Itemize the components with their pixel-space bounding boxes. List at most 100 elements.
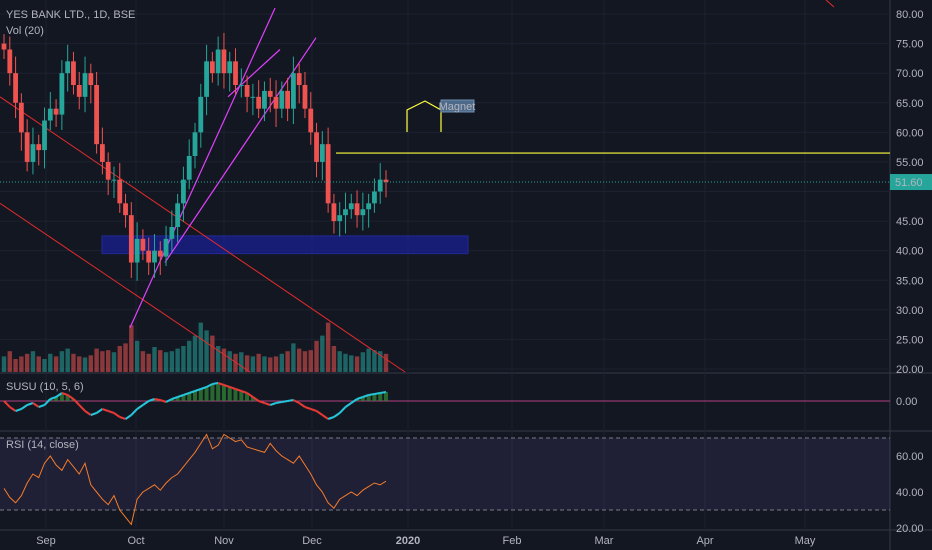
susu-line-segment	[206, 383, 213, 388]
susu-line-segment	[338, 406, 347, 414]
susu-histogram-bar	[210, 384, 215, 401]
time-tick-label: Sep	[36, 535, 56, 547]
volume-legend[interactable]: Vol (20)	[6, 25, 44, 37]
susu-line-segment	[321, 414, 329, 420]
time-tick-label: Oct	[127, 535, 144, 547]
susu-line-segment	[212, 382, 219, 385]
price-tick-label: 40.00	[896, 246, 924, 258]
candle-body	[273, 96, 279, 109]
volume-bar	[372, 350, 377, 372]
susu-histogram-bar	[366, 395, 371, 401]
volume-bar	[302, 351, 308, 372]
susu-histogram-bar	[221, 385, 226, 401]
volume-bar	[169, 351, 175, 372]
susu-line-segment	[154, 398, 161, 401]
volume-bar	[134, 340, 140, 372]
susu-histogram-bar	[233, 389, 238, 401]
susu-line-segment	[315, 410, 323, 416]
susu-histogram-bar	[378, 393, 383, 401]
susu-line-segment	[327, 416, 335, 420]
volume-bar	[1, 356, 7, 372]
susu-line-segment	[26, 402, 34, 406]
susu-line-segment	[194, 388, 202, 392]
susu-line-segment	[102, 408, 109, 412]
susu-line-segment	[292, 399, 300, 404]
volume-bar	[100, 351, 105, 372]
susu-line-segment	[113, 412, 121, 418]
volume-bar	[152, 347, 157, 372]
susu-line-segment	[107, 410, 115, 414]
symbol-legend[interactable]: YES BANK LTD., 1D, BSE	[6, 9, 136, 21]
susu-histogram-bar	[59, 393, 64, 401]
susu-line-segment	[84, 410, 92, 416]
volume-bar	[273, 356, 279, 372]
candle-body	[65, 61, 71, 74]
volume-bar	[383, 353, 389, 372]
candle-body	[285, 90, 291, 109]
susu-line-segment	[96, 408, 103, 414]
candle-body	[157, 250, 163, 257]
susu-histogram-bar	[245, 393, 250, 401]
volume-bar	[349, 355, 354, 372]
susu-line-segment	[374, 392, 381, 395]
price-tick-label: 70.00	[896, 68, 924, 80]
volume-bar	[88, 355, 94, 372]
candle-body	[337, 215, 343, 222]
time-tick-label: Nov	[214, 535, 234, 547]
volume-bar	[262, 356, 267, 372]
susu-histogram-bar	[360, 397, 365, 401]
price-tick-label: 55.00	[896, 157, 924, 169]
volume-bar	[308, 350, 313, 372]
volume-bar	[268, 357, 273, 372]
candle-body	[308, 108, 314, 133]
candle-body	[238, 85, 244, 86]
volume-bar	[53, 356, 59, 372]
susu-line-segment	[15, 408, 22, 412]
volume-bar	[42, 359, 47, 372]
candle-body	[88, 73, 94, 85]
support-zone	[101, 235, 469, 255]
volume-bar	[215, 346, 221, 372]
susu-line-segment	[119, 416, 126, 420]
susu-line-segment	[281, 400, 288, 403]
volume-bar	[354, 356, 360, 372]
time-tick-label: Dec	[302, 535, 322, 547]
magnet-label: Magnet	[439, 101, 476, 113]
rsi-legend[interactable]: RSI (14, close)	[6, 439, 79, 451]
volume-bar	[337, 351, 342, 372]
susu-histogram-bar	[384, 392, 388, 401]
candle-body	[71, 61, 76, 85]
volume-bar	[117, 346, 122, 372]
price-tick-label: 25.00	[896, 334, 924, 346]
candle-body	[47, 108, 53, 121]
susu-line-segment	[55, 392, 63, 398]
susu-line-segment	[38, 404, 45, 408]
volume-bar	[19, 356, 24, 372]
candle-body	[227, 61, 233, 74]
susu-histogram-bar	[193, 391, 197, 401]
time-tick-label: Apr	[696, 535, 713, 547]
volume-bar	[82, 357, 88, 372]
volume-bar	[331, 346, 337, 372]
susu-histogram-bar	[216, 383, 221, 401]
susu-histogram-bar	[198, 389, 203, 401]
candle-body	[53, 108, 59, 115]
susu-line-segment	[124, 414, 132, 420]
volume-bar	[111, 352, 117, 372]
susu-line-segment	[368, 393, 375, 396]
susu-line-segment	[72, 398, 80, 406]
susu-histogram-bar	[187, 393, 192, 401]
price-tick-label: 80.00	[896, 9, 924, 21]
candle-body	[123, 203, 128, 216]
susu-legend[interactable]: SUSU (10, 5, 6)	[6, 381, 84, 393]
susu-line-segment	[333, 412, 341, 418]
volume-bar	[221, 348, 227, 372]
susu-line-segment	[235, 388, 242, 392]
susu-line-segment	[217, 382, 225, 386]
candle-body	[175, 203, 181, 227]
candle-body	[331, 203, 337, 222]
candle-body	[128, 215, 134, 263]
candle-body	[163, 238, 169, 257]
candle-body	[360, 209, 366, 216]
